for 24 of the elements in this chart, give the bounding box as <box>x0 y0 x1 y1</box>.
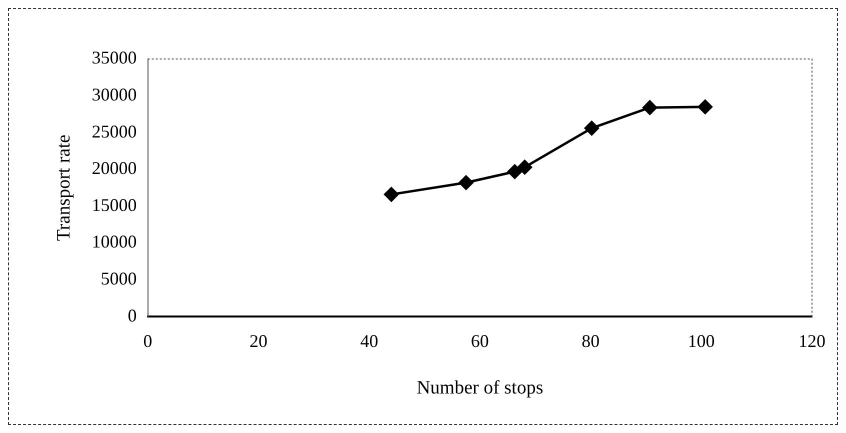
y-tick-label: 10000 <box>92 232 137 252</box>
point <box>458 175 474 190</box>
y-tick-label: 25000 <box>92 121 137 142</box>
point <box>508 164 522 179</box>
point <box>384 187 399 202</box>
y-tick-label: 15000 <box>92 194 137 215</box>
x-tick-label: 80 <box>582 331 600 352</box>
point <box>698 100 712 114</box>
point <box>517 160 532 174</box>
y-tick-label: 0 <box>128 305 137 326</box>
y-tick-label: 30000 <box>92 84 137 105</box>
y-tick-label: 35000 <box>92 48 137 68</box>
x-tick-label: 20 <box>250 331 268 352</box>
point <box>584 120 599 136</box>
point <box>642 100 658 115</box>
y-tick-label: 5000 <box>100 268 137 289</box>
x-tick-label: 60 <box>470 331 489 352</box>
x-axis-title: Number of stops <box>416 378 544 399</box>
x-tick-label: 100 <box>688 331 715 352</box>
x-tick-label: 120 <box>798 331 826 352</box>
y-tick-label: 20000 <box>92 158 137 178</box>
x-tick-label: 40 <box>360 331 378 352</box>
x-tick-label: 0 <box>143 331 152 352</box>
y-axis-title: Transport rate <box>53 134 74 242</box>
